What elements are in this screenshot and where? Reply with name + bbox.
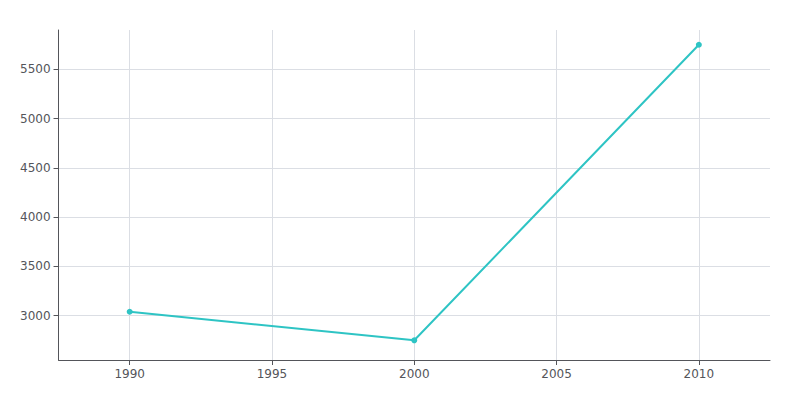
svg-text:2000: 2000 — [399, 367, 430, 381]
svg-text:5000: 5000 — [20, 112, 51, 126]
svg-text:1990: 1990 — [114, 367, 145, 381]
svg-text:1995: 1995 — [257, 367, 288, 381]
svg-text:4000: 4000 — [20, 210, 51, 224]
svg-text:4500: 4500 — [20, 161, 51, 175]
svg-text:5500: 5500 — [20, 62, 51, 76]
svg-text:3500: 3500 — [20, 259, 51, 273]
svg-text:2005: 2005 — [541, 367, 572, 381]
svg-text:3000: 3000 — [20, 309, 51, 323]
svg-text:2010: 2010 — [684, 367, 715, 381]
